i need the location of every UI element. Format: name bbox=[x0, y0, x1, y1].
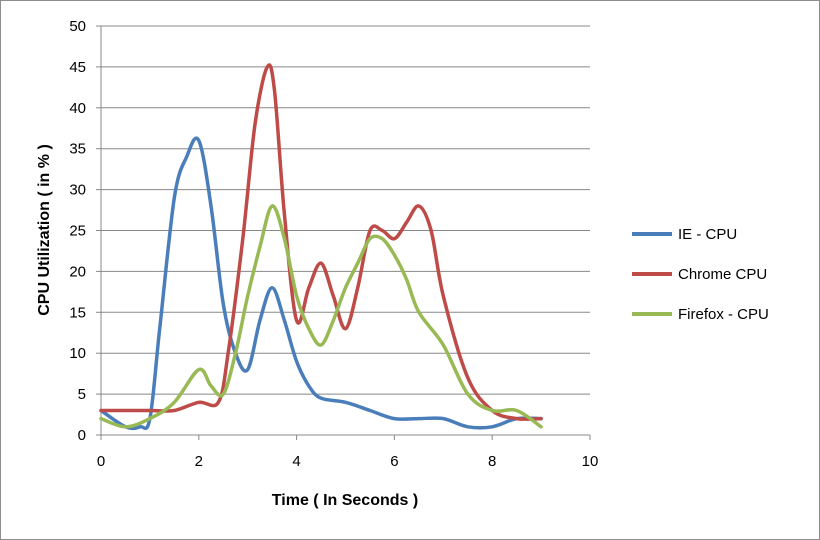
x-tick-label-6: 6 bbox=[390, 453, 398, 470]
y-tick-labels: 0 5 10 15 20 25 30 35 40 45 50 bbox=[69, 18, 86, 444]
y-tick-label-25: 25 bbox=[69, 223, 86, 240]
y-tick-label-10: 10 bbox=[69, 345, 86, 362]
y-tick-label-50: 50 bbox=[69, 18, 86, 35]
legend-label-ie: IE - CPU bbox=[678, 226, 737, 243]
x-tick-label-2: 2 bbox=[195, 453, 203, 470]
x-axis-title: Time ( In Seconds ) bbox=[272, 492, 418, 509]
y-tick-label-35: 35 bbox=[69, 141, 86, 158]
y-axis-title: CPU Utilization ( in % ) bbox=[36, 144, 53, 316]
x-tick-label-0: 0 bbox=[97, 453, 105, 470]
y-tick-label-0: 0 bbox=[78, 427, 86, 444]
series-lines bbox=[99, 63, 543, 431]
axes bbox=[96, 25, 591, 440]
x-tick-labels: 0 2 4 6 8 10 bbox=[97, 453, 599, 470]
y-tick-label-40: 40 bbox=[69, 100, 86, 117]
legend: IE - CPU Chrome CPU Firefox - CPU bbox=[632, 226, 769, 323]
x-tick-label-8: 8 bbox=[488, 453, 496, 470]
y-tick-label-30: 30 bbox=[69, 182, 86, 199]
y-tick-label-20: 20 bbox=[69, 263, 86, 280]
legend-label-chrome: Chrome CPU bbox=[678, 266, 767, 283]
legend-label-firefox: Firefox - CPU bbox=[678, 306, 769, 323]
y-tick-label-15: 15 bbox=[69, 304, 86, 321]
y-tick-label-45: 45 bbox=[69, 59, 86, 76]
series-line-firefox bbox=[99, 204, 543, 429]
y-tick-label-5: 5 bbox=[78, 386, 86, 403]
x-tick-label-4: 4 bbox=[292, 453, 300, 470]
series-line-ie bbox=[99, 136, 543, 431]
x-tick-label-10: 10 bbox=[582, 453, 599, 470]
series-line-chrome bbox=[99, 63, 543, 421]
